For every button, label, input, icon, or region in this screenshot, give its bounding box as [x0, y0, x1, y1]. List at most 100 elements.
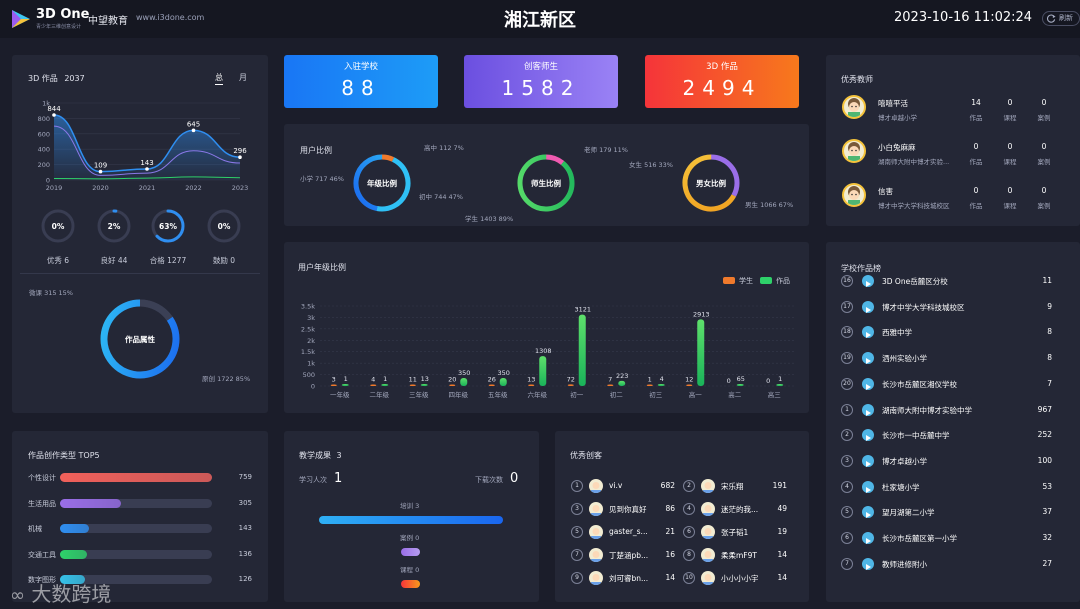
learn-value: 1	[334, 471, 343, 486]
teacher-stat-value: 0	[1041, 186, 1047, 195]
school-name[interactable]: 杜家塘小学	[882, 482, 920, 492]
logo-text: 3D One	[36, 7, 90, 22]
makers-panel: 优秀创客 1 vi.v 682 2 宋乐翔 191 3 见到你真好 86 4 迷茫的我... 49 5 g…	[555, 431, 809, 602]
maker-name[interactable]: 小小小小宇	[721, 574, 759, 583]
school-rank: 18	[841, 326, 853, 339]
course-bar	[401, 580, 420, 588]
maker-name[interactable]: 丁楚涵pb...	[609, 551, 649, 560]
maker-rank: 4	[683, 503, 695, 515]
maker-avatar	[589, 548, 603, 562]
maker-value: 14	[777, 573, 787, 582]
school-ranking-panel: 学校作品榜 16 3D One岳麓区分校 11 17 博才中学大学科技城校区 9 18 西雅中…	[826, 242, 1080, 602]
teacher-stat-value: 14	[971, 98, 981, 107]
teacher-avatar	[842, 139, 866, 163]
maker-rank: 2	[683, 480, 695, 492]
teacher-name[interactable]: 信害	[878, 187, 893, 196]
donut-slice-weike	[100, 299, 180, 379]
maker-name[interactable]: 见到你真好	[609, 505, 647, 514]
makers-title: 优秀创客	[570, 451, 602, 460]
maker-name[interactable]: 宋乐翔	[721, 482, 744, 491]
maker-name[interactable]: vi.v	[609, 481, 623, 490]
type-bar-fill	[60, 473, 212, 482]
download-label: 下载次数	[475, 476, 503, 484]
x-tick-label: 六年级	[528, 390, 548, 399]
school-rank: 7	[841, 557, 853, 570]
bar-works	[697, 319, 705, 386]
school-name[interactable]: 长沙市岳麓区湘仪学校	[882, 379, 957, 389]
stat-card-works: 3D 作品 2494	[645, 55, 799, 108]
school-name[interactable]: 望月湖第二小学	[882, 508, 935, 518]
bar-student	[449, 384, 456, 386]
divider	[20, 273, 260, 274]
maker-name[interactable]: gaster_s...	[609, 527, 648, 536]
stat-label-schools: 入驻学校	[343, 62, 378, 72]
bar-works	[381, 384, 389, 386]
bar-student	[567, 384, 574, 386]
tab-month[interactable]: 月	[239, 73, 247, 82]
teacher-stat-label: 课程	[1003, 202, 1017, 210]
bar-label-works: 350	[498, 369, 510, 377]
type-bar-track	[60, 549, 212, 559]
bar-label-works: 350	[458, 369, 470, 377]
bar-label-works: 13	[421, 375, 429, 383]
school-rank: 20	[841, 377, 853, 390]
teacher-stat-label: 课程	[1003, 114, 1017, 122]
school-name[interactable]: 长沙市岳麓区第一小学	[882, 534, 957, 543]
school-rank: 3	[841, 454, 853, 467]
bar-label-works: 3121	[574, 306, 591, 314]
teacher-stat-value: 0	[1041, 98, 1047, 107]
school-icon	[862, 326, 874, 339]
maker-name[interactable]: 柔柔mF9T	[721, 551, 757, 560]
teacher-name[interactable]: 嘻嘻平活	[878, 99, 908, 108]
ratio-donut-center: 男女比例	[696, 178, 726, 188]
ratio-donut-slice	[353, 154, 411, 212]
school-name[interactable]: 湖南师大附中博才实验中学	[882, 405, 972, 415]
bar-label-student: 0	[727, 377, 731, 385]
teacher-name[interactable]: 小白兔麻麻	[878, 143, 916, 152]
page-title: 湘江新区	[504, 10, 576, 31]
school-name[interactable]: 长沙市一中岳麓中学	[882, 431, 950, 441]
school-name[interactable]: 教师进修附小	[882, 559, 927, 569]
bar-works	[499, 378, 507, 386]
legend-swatch-student	[723, 277, 735, 284]
type-bar-track	[60, 473, 212, 482]
ring-label: 鼓励 0	[212, 256, 236, 265]
stat-card-schools: 入驻学校 88	[284, 55, 438, 108]
school-value: 7	[1047, 378, 1052, 388]
bar-label-student: 4	[371, 376, 375, 384]
datetime: 2023-10-16 11:02:24	[894, 10, 1033, 25]
school-rank: 17	[841, 300, 853, 313]
ratio-donut-center: 师生比例	[531, 178, 561, 188]
bar-works	[578, 314, 586, 386]
school-name[interactable]: 3D One岳麓区分校	[882, 277, 948, 286]
data-point	[238, 155, 242, 160]
maker-name[interactable]: 刘可睿bn...	[609, 574, 649, 583]
school-name[interactable]: 博才卓越小学	[882, 456, 927, 466]
refresh-button[interactable]: 刷新	[1042, 11, 1080, 26]
bar-student	[370, 384, 377, 386]
school-ranking-title: 学校作品榜	[841, 264, 881, 273]
teacher-stat-value: 0	[1007, 142, 1013, 151]
maker-name[interactable]: 迷茫的我...	[721, 505, 759, 514]
bar-student	[646, 384, 653, 386]
school-name[interactable]: 西雅中学	[882, 328, 912, 338]
maker-name[interactable]: 张子韬1	[721, 528, 749, 537]
maker-avatar	[589, 525, 603, 539]
creation-types-title: 作品创作类型 TOP5	[28, 451, 100, 460]
school-value: 8	[1047, 327, 1052, 337]
bar-label-works: 1	[778, 375, 782, 383]
school-name[interactable]: 博才中学大学科技城校区	[882, 302, 965, 312]
ring-pct: 0%	[218, 222, 231, 231]
user-ratio-panel: 用户比例 年级比例 师生比例 男女比例 高中 112 7% 小学 717 46% 初…	[284, 124, 809, 226]
training-label: 培训 3	[400, 502, 420, 510]
bar-label-student: 20	[448, 376, 456, 384]
type-label: 交通工具	[28, 550, 56, 559]
stat-label-makers: 创客师生	[523, 62, 558, 72]
logo-icon	[12, 10, 30, 28]
school-icon	[862, 352, 874, 365]
teacher-stat-value: 0	[1007, 98, 1013, 107]
data-label: 844	[47, 105, 61, 113]
y-tick-label: 2k	[307, 337, 315, 345]
school-name[interactable]: 洒州实验小学	[882, 354, 927, 364]
tab-total[interactable]: 总	[215, 72, 223, 85]
